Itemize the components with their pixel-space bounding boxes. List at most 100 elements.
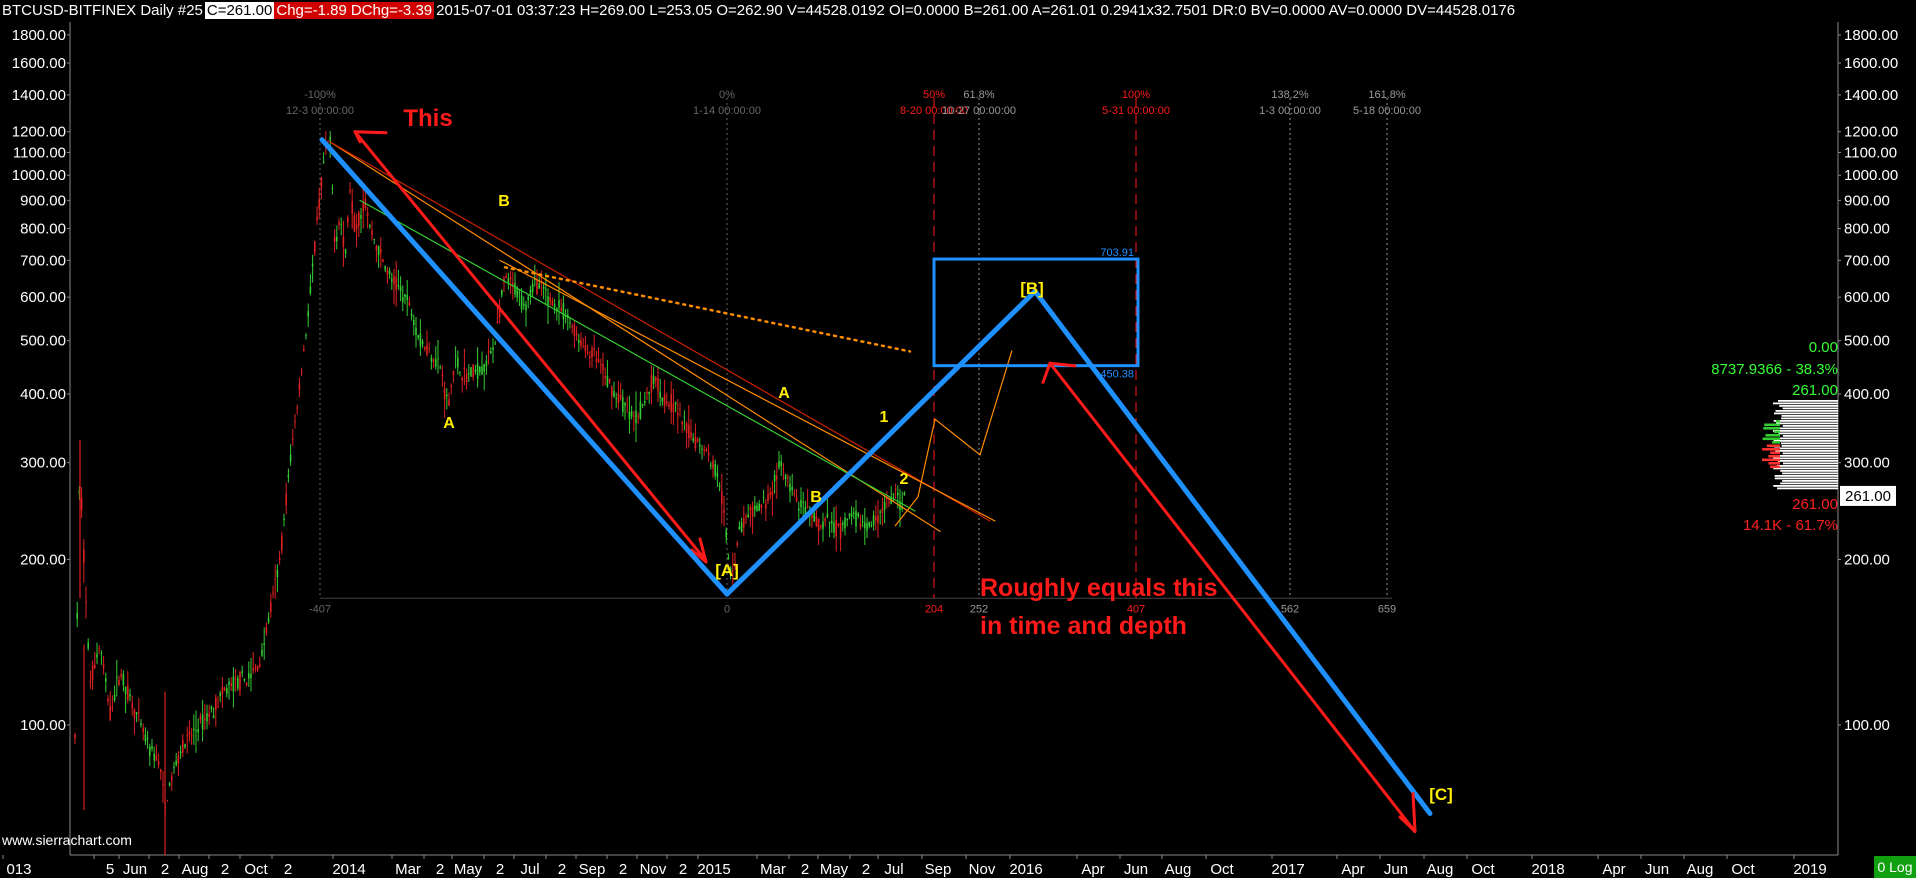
target-box bbox=[932, 257, 1140, 368]
candle-body bbox=[320, 177, 323, 188]
candle-body bbox=[817, 518, 820, 531]
candle-body bbox=[199, 716, 202, 720]
candle-body bbox=[736, 543, 738, 545]
candle-body bbox=[76, 612, 78, 619]
x-tick-label: Apr bbox=[1341, 861, 1364, 878]
y-tick-label-right: 1000.00 bbox=[1844, 167, 1898, 184]
fib-date-label: 10-27 00:00:00 bbox=[942, 105, 1016, 117]
candle-body bbox=[883, 501, 886, 510]
candle-body bbox=[160, 769, 162, 772]
candle-body bbox=[870, 525, 873, 527]
bar-info: 2015-07-01 03:37:23 H=269.00 L=253.05 O=… bbox=[436, 2, 1516, 19]
candle-body bbox=[272, 592, 274, 594]
candle-body bbox=[362, 203, 364, 212]
candle-body bbox=[815, 516, 818, 527]
candle-body bbox=[474, 369, 477, 372]
x-tick-label: 2014 bbox=[332, 861, 365, 878]
candle-body bbox=[450, 385, 452, 388]
x-tick-label: 013 bbox=[6, 861, 31, 878]
candle-body bbox=[329, 136, 331, 143]
candle-body bbox=[406, 294, 408, 301]
candle-body bbox=[184, 744, 186, 748]
candle-body bbox=[221, 687, 224, 695]
candle-body bbox=[505, 276, 507, 278]
candle-body bbox=[694, 436, 697, 449]
candle-body bbox=[745, 516, 747, 518]
fibonacci-time-zones: -100% 12-3 00:00:00 -407 0% 1-14 00:00:00 0 50… bbox=[286, 89, 1421, 615]
y-tick-label-right: 300.00 bbox=[1844, 455, 1890, 472]
candle-body bbox=[384, 266, 386, 271]
x-tick-label: 2 bbox=[801, 861, 809, 878]
candle-body bbox=[569, 322, 571, 324]
price-candles bbox=[74, 130, 906, 855]
candle-body bbox=[498, 306, 501, 318]
candle-body bbox=[793, 493, 796, 495]
candle-body bbox=[844, 517, 846, 529]
candle-body bbox=[657, 377, 659, 392]
x-tick-label: Aug bbox=[182, 861, 209, 878]
candle-body bbox=[408, 302, 411, 306]
target-box-top-label: 703.91 bbox=[1100, 247, 1134, 259]
candle-body bbox=[630, 411, 633, 417]
fib-bar-count-label: 252 bbox=[970, 603, 988, 615]
candle-body bbox=[182, 739, 184, 753]
trendline-orange-1 bbox=[329, 141, 941, 532]
fib-percent-label: 0% bbox=[719, 89, 735, 101]
projection-path bbox=[894, 350, 1013, 527]
x-tick-label: May bbox=[820, 861, 849, 878]
candle-body bbox=[234, 678, 237, 680]
candle-body bbox=[441, 374, 444, 377]
y-tick-label-left: 700.00 bbox=[20, 252, 66, 269]
vp-volume-bar bbox=[1774, 477, 1838, 480]
candle-body bbox=[762, 496, 765, 498]
candle-body bbox=[602, 363, 604, 371]
candle-body bbox=[582, 346, 584, 348]
fib-percent-label: 61.8% bbox=[963, 89, 994, 101]
candle-body bbox=[542, 286, 545, 289]
candle-body bbox=[850, 512, 853, 518]
vp-volume-bar bbox=[1782, 425, 1838, 427]
log-scale-button[interactable]: 0 Log bbox=[1874, 856, 1916, 878]
candle-body bbox=[437, 358, 439, 360]
wave-label-B-bracket: [B] bbox=[1020, 279, 1044, 298]
x-tick-label: Oct bbox=[1731, 861, 1755, 878]
candle-body bbox=[633, 415, 635, 417]
candle-body bbox=[776, 475, 778, 480]
candle-body bbox=[369, 225, 371, 227]
candle-body bbox=[80, 498, 83, 510]
annotation-this: This bbox=[403, 105, 452, 132]
candle-body bbox=[122, 674, 125, 686]
candle-body bbox=[85, 601, 87, 603]
candle-body bbox=[545, 289, 547, 291]
candle-body bbox=[228, 681, 230, 685]
blue-wave-B bbox=[724, 288, 1038, 597]
candle-body bbox=[804, 507, 807, 516]
candle-body bbox=[263, 643, 265, 645]
candle-body bbox=[553, 304, 556, 308]
vp-volume-bar bbox=[1773, 457, 1838, 460]
candle-body bbox=[756, 505, 758, 512]
candle-body bbox=[725, 530, 727, 538]
x-tick-label: Jul bbox=[884, 861, 903, 878]
candle-body bbox=[140, 723, 142, 726]
candle-body bbox=[276, 569, 279, 578]
candle-body bbox=[824, 518, 826, 522]
candle-body bbox=[512, 282, 514, 287]
candle-body bbox=[377, 245, 380, 256]
candle-body bbox=[795, 496, 798, 502]
candle-body bbox=[692, 438, 694, 441]
candle-body bbox=[419, 333, 422, 347]
candle-body bbox=[281, 536, 283, 551]
x-tick-label: Aug bbox=[1165, 861, 1192, 878]
candle-body bbox=[886, 497, 888, 499]
candle-body bbox=[162, 783, 164, 785]
red-arrowhead-C-2 bbox=[1411, 792, 1417, 833]
change-value: Chg=-1.89 bbox=[274, 2, 349, 19]
candle-body bbox=[215, 697, 217, 711]
candle-body bbox=[118, 679, 120, 685]
candle-body bbox=[146, 738, 149, 740]
candle-body bbox=[688, 424, 690, 438]
candle-body bbox=[267, 617, 270, 623]
watermark: www.sierrachart.com bbox=[2, 832, 132, 848]
